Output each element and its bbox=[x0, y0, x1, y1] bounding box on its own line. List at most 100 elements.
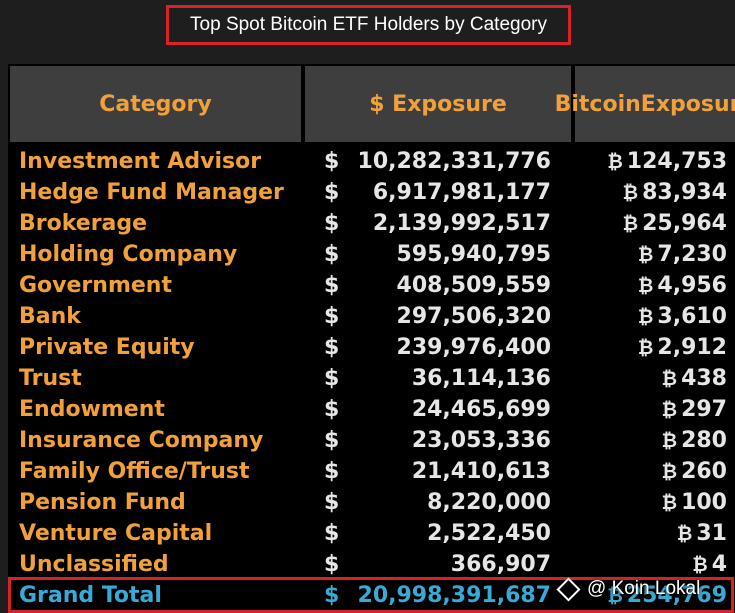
bitcoin-icon: ₿ bbox=[607, 585, 623, 607]
row-usd: 24,465,699 bbox=[411, 397, 551, 422]
table-row: Unclassified $366,907 ₿ 4 bbox=[0, 549, 735, 580]
row-btc-value: 31 bbox=[696, 521, 727, 546]
table-row: Hedge Fund Manager $6,917,981,177 ₿ 83,934 bbox=[0, 177, 735, 208]
row-usd: 595,940,795 bbox=[396, 242, 551, 267]
bitcoin-icon: ₿ bbox=[637, 275, 654, 297]
total-dollar-sign: $ bbox=[324, 583, 340, 608]
table-body bbox=[8, 64, 735, 613]
row-btc-value: 2,912 bbox=[657, 335, 727, 360]
row-category: Bank bbox=[19, 304, 81, 329]
row-dollar-sign: $ bbox=[324, 242, 340, 267]
row-btc: ₿ 4,956 bbox=[638, 270, 727, 302]
bitcoin-icon: ₿ bbox=[661, 399, 678, 421]
row-dollar-sign: $ bbox=[324, 211, 340, 236]
table-row: Pension Fund $8,220,000 ₿ 100 bbox=[0, 487, 735, 518]
row-btc: ₿ 124,753 bbox=[607, 146, 727, 178]
bitcoin-icon: ₿ bbox=[607, 151, 623, 173]
header-btc-line1: Bitcoin bbox=[554, 91, 641, 117]
header-usd-exposure: $ Exposure bbox=[305, 66, 571, 142]
table-row: Trust $36,114,136 ₿ 438 bbox=[0, 363, 735, 394]
row-dollar-sign: $ bbox=[324, 428, 340, 453]
table-row: Holding Company $595,940,795 ₿ 7,230 bbox=[0, 239, 735, 270]
row-category: Endowment bbox=[19, 397, 165, 422]
row-category: Hedge Fund Manager bbox=[19, 180, 284, 205]
bitcoin-icon: ₿ bbox=[676, 523, 693, 545]
row-btc: ₿ 83,934 bbox=[623, 177, 727, 209]
row-btc: ₿ 280 bbox=[662, 425, 727, 457]
row-dollar-sign: $ bbox=[324, 397, 340, 422]
row-usd: 239,976,400 bbox=[396, 335, 551, 360]
bitcoin-icon: ₿ bbox=[661, 368, 678, 390]
row-btc-value: 25,964 bbox=[642, 211, 727, 236]
bitcoin-icon: ₿ bbox=[661, 430, 678, 452]
watermark: @ Koin Lokal bbox=[556, 574, 701, 604]
row-usd: 366,907 bbox=[450, 552, 551, 577]
row-category: Pension Fund bbox=[19, 490, 186, 515]
bitcoin-icon: ₿ bbox=[661, 492, 678, 514]
total-label: Grand Total bbox=[19, 583, 162, 608]
watermark-text: @ Koin Lokal bbox=[587, 578, 701, 599]
bitcoin-icon: ₿ bbox=[622, 213, 639, 235]
row-btc: ₿ 25,964 bbox=[623, 208, 727, 240]
row-dollar-sign: $ bbox=[324, 490, 340, 515]
row-usd: 36,114,136 bbox=[411, 366, 551, 391]
row-category: Family Office/Trust bbox=[19, 459, 250, 484]
row-category: Unclassified bbox=[19, 552, 169, 577]
row-category: Venture Capital bbox=[19, 521, 213, 546]
row-btc-value: 438 bbox=[681, 366, 727, 391]
total-btc: ₿ 254,769 bbox=[607, 580, 727, 612]
table-rows: Investment Advisor $10,282,331,776 ₿ 124,75… bbox=[0, 146, 735, 580]
row-btc: ₿ 4 bbox=[692, 549, 727, 581]
table-row: Family Office/Trust $21,410,613 ₿ 260 bbox=[0, 456, 735, 487]
row-category: Holding Company bbox=[19, 242, 238, 267]
row-category: Brokerage bbox=[19, 211, 148, 236]
row-usd: 6,917,981,177 bbox=[372, 180, 551, 205]
row-btc-value: 7,230 bbox=[657, 242, 727, 267]
table-row: Investment Advisor $10,282,331,776 ₿ 124,75… bbox=[0, 146, 735, 177]
row-dollar-sign: $ bbox=[324, 304, 340, 329]
bitcoin-icon: ₿ bbox=[637, 306, 654, 328]
row-btc-value: 280 bbox=[681, 428, 727, 453]
bitcoin-icon: ₿ bbox=[637, 337, 654, 359]
row-usd: 23,053,336 bbox=[411, 428, 551, 453]
total-highlight-box bbox=[8, 577, 734, 613]
row-usd: 8,220,000 bbox=[427, 490, 551, 515]
bitcoin-icon: ₿ bbox=[661, 461, 678, 483]
table-row: Bank $297,506,320 ₿ 3,610 bbox=[0, 301, 735, 332]
bitcoin-icon: ₿ bbox=[622, 182, 639, 204]
table-row: Endowment $24,465,699 ₿ 297 bbox=[0, 394, 735, 425]
row-dollar-sign: $ bbox=[324, 366, 340, 391]
row-btc-value: 4,956 bbox=[657, 273, 727, 298]
header-btc-line2: Exposure bbox=[640, 91, 735, 117]
row-usd: 408,509,559 bbox=[396, 273, 551, 298]
row-usd: 10,282,331,776 bbox=[357, 149, 551, 174]
table-row: Brokerage $2,139,992,517 ₿ 25,964 bbox=[0, 208, 735, 239]
row-category: Private Equity bbox=[19, 335, 195, 360]
table-row: Government $408,509,559 ₿ 4,956 bbox=[0, 270, 735, 301]
row-btc-value: 297 bbox=[681, 397, 727, 422]
row-usd: 297,506,320 bbox=[396, 304, 551, 329]
row-dollar-sign: $ bbox=[324, 521, 340, 546]
row-btc-value: 124,753 bbox=[626, 149, 727, 174]
row-category: Trust bbox=[19, 366, 82, 391]
row-usd: 2,522,450 bbox=[427, 521, 551, 546]
header-category: Category bbox=[10, 66, 301, 142]
row-btc: ₿ 260 bbox=[662, 456, 727, 488]
row-dollar-sign: $ bbox=[324, 273, 340, 298]
table-row: Private Equity $239,976,400 ₿ 2,912 bbox=[0, 332, 735, 363]
row-btc: ₿ 100 bbox=[662, 487, 727, 519]
table-row: Venture Capital $2,522,450 ₿ 31 bbox=[0, 518, 735, 549]
row-dollar-sign: $ bbox=[324, 335, 340, 360]
total-row: Grand Total $ 20,998,391,687 ₿ 254,769 bbox=[0, 580, 735, 611]
row-btc-value: 83,934 bbox=[642, 180, 727, 205]
row-category: Government bbox=[19, 273, 172, 298]
row-btc-value: 4 bbox=[711, 552, 727, 577]
row-btc: ₿ 31 bbox=[677, 518, 727, 550]
row-usd: 2,139,992,517 bbox=[372, 211, 551, 236]
header-btc-exposure: Bitcoin Exposure bbox=[555, 66, 735, 142]
row-btc-value: 260 bbox=[681, 459, 727, 484]
table-row: Insurance Company $23,053,336 ₿ 280 bbox=[0, 425, 735, 456]
total-btc-value: 254,769 bbox=[626, 583, 727, 608]
row-btc: ₿ 7,230 bbox=[638, 239, 727, 271]
bitcoin-icon: ₿ bbox=[692, 554, 708, 576]
